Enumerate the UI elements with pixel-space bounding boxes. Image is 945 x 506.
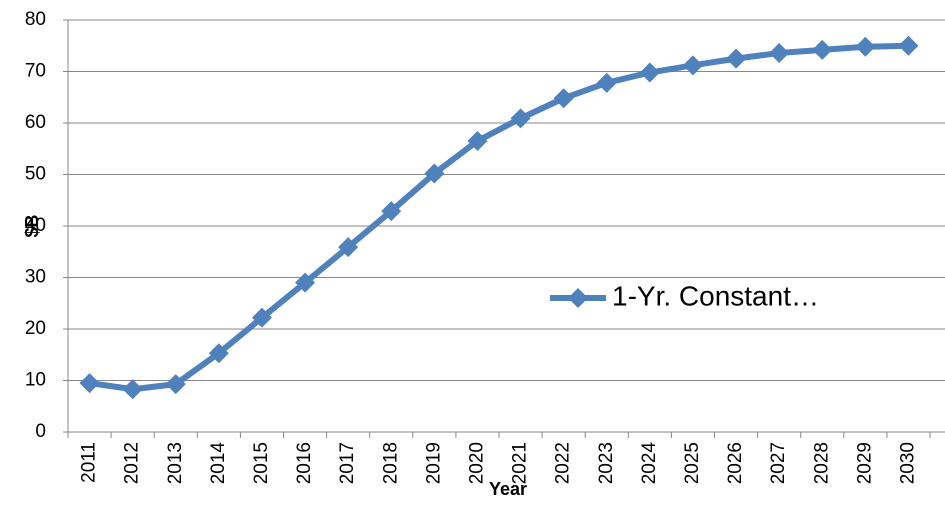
y-tick-label: 50 (25, 164, 46, 185)
marker (122, 379, 143, 400)
x-tick-label: 2022 (553, 442, 574, 484)
x-tick-label: 2017 (337, 442, 358, 484)
marker (165, 374, 186, 395)
x-tick-label: 2027 (768, 442, 789, 484)
legend-marker (568, 288, 588, 308)
legend-label: 1-Yr. Constant… (612, 280, 819, 311)
x-tick-label: 2023 (596, 442, 617, 484)
marker (208, 343, 229, 364)
x-tick-label: 2026 (725, 442, 746, 484)
x-tick-label: 2013 (165, 442, 186, 484)
x-axis-label: Year (489, 479, 527, 499)
y-axis-label: $B (22, 214, 42, 237)
marker (424, 163, 445, 184)
x-tick-label: 2011 (79, 442, 100, 483)
line (89, 42, 909, 393)
x-tick-label: 2029 (854, 442, 875, 484)
x-tick-label: 2024 (639, 442, 660, 485)
x-tick-label: 2028 (811, 442, 832, 484)
marker (338, 237, 359, 258)
marker (726, 48, 747, 69)
x-tick-label: 2018 (380, 442, 401, 484)
marker (251, 307, 272, 328)
x-tick-label: 2030 (897, 442, 918, 484)
y-tick-label: 60 (25, 112, 46, 133)
x-tick-label: 2016 (294, 442, 315, 484)
x-tick-label: 2021 (510, 442, 531, 484)
marker (898, 35, 919, 56)
marker (639, 62, 660, 83)
y-tick-label: 70 (25, 61, 46, 82)
marker (295, 272, 316, 293)
y-tick-label: 20 (25, 318, 46, 339)
x-tick-label: 2012 (122, 442, 143, 484)
x-tick-label: 2020 (466, 442, 487, 484)
marker (79, 373, 100, 394)
y-tick-label: 40 (25, 215, 46, 236)
y-tick-label: 0 (35, 421, 46, 442)
y-tick-label: 80 (25, 9, 46, 30)
x-tick-label: 2015 (251, 442, 272, 484)
x-tick-label: 2019 (423, 442, 444, 484)
x-tick-label: 2014 (208, 442, 229, 485)
marker (467, 131, 488, 152)
marker (855, 36, 876, 57)
marker (510, 108, 531, 129)
y-tick-label: 10 (25, 370, 46, 391)
marker (812, 39, 833, 60)
marker (553, 88, 574, 109)
marker (596, 72, 617, 93)
marker (769, 42, 790, 63)
marker (682, 55, 703, 76)
marker (381, 201, 402, 222)
x-tick-label: 2025 (682, 442, 703, 484)
y-tick-label: 30 (25, 267, 46, 288)
